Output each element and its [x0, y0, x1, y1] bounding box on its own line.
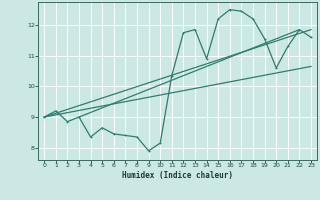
X-axis label: Humidex (Indice chaleur): Humidex (Indice chaleur)	[122, 171, 233, 180]
